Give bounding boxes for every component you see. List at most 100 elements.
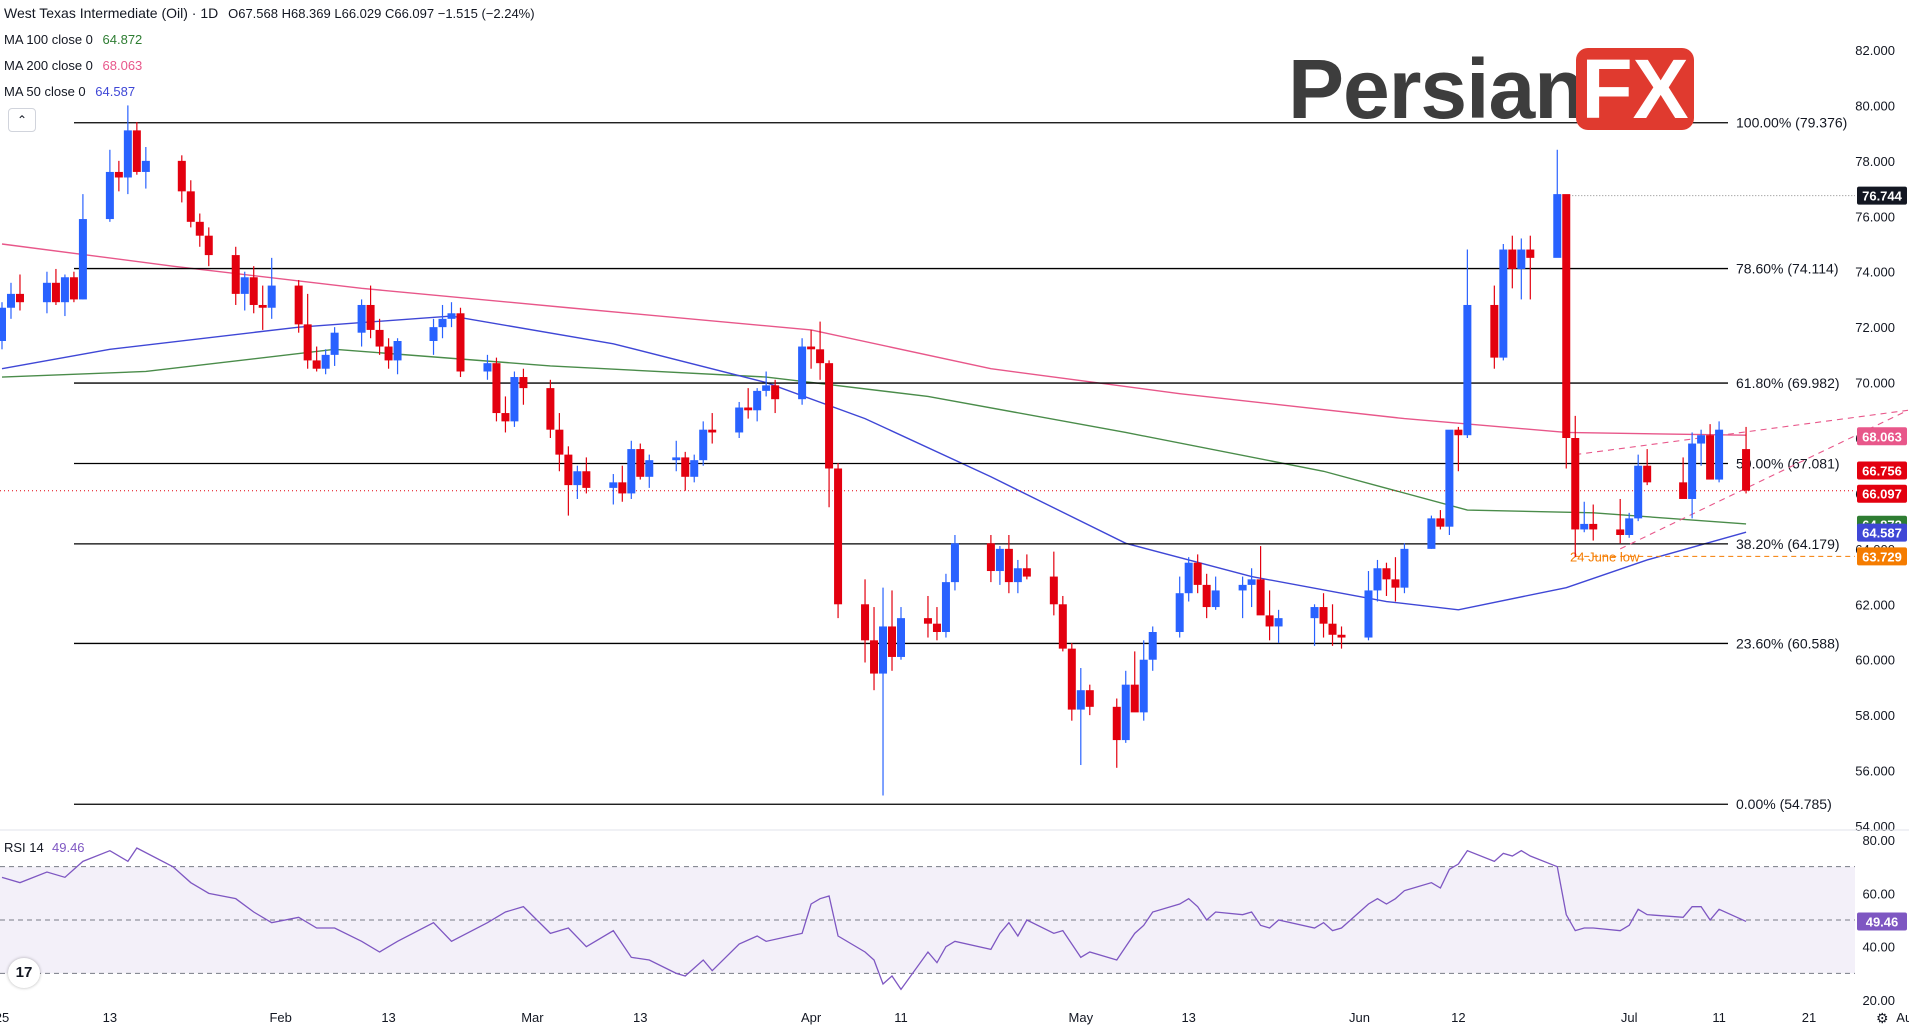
ma200-legend[interactable]: MA 200 close 0 68.063: [4, 58, 142, 73]
candle-body: [627, 449, 636, 494]
time-tick-label: 11: [1712, 1010, 1726, 1025]
candle-body: [1256, 579, 1265, 616]
candle-body: [708, 429, 717, 433]
rsi-tick-label: 40.00: [1862, 940, 1895, 955]
candle-body: [1265, 615, 1274, 627]
collapse-legend-button[interactable]: ⌃: [8, 108, 36, 132]
candle-body: [1211, 590, 1220, 608]
candle-body: [393, 341, 402, 361]
time-tick-label: Mar: [521, 1010, 544, 1025]
candle-body: [1490, 304, 1499, 358]
candle-body: [897, 618, 905, 657]
ma100-value: 64.872: [102, 32, 143, 47]
candle-body: [231, 255, 240, 294]
candle-body: [861, 604, 870, 641]
ma200-line: [1, 243, 1747, 436]
candle-body: [321, 354, 330, 369]
candle-body: [923, 618, 932, 624]
price-tick-label: 54.000: [1855, 819, 1895, 834]
candle-body: [1247, 579, 1256, 585]
candle-body: [312, 360, 321, 369]
candle-body: [123, 130, 132, 178]
candle-body: [330, 332, 339, 355]
price-tick-label: 76.000: [1855, 209, 1895, 224]
ma100-legend[interactable]: MA 100 close 0 64.872: [4, 32, 142, 47]
rsi-line: [1, 847, 1747, 991]
candle-body: [1517, 249, 1526, 269]
candle-body: [690, 460, 699, 477]
candle-body: [1445, 429, 1454, 527]
candle-body: [735, 407, 744, 433]
candle-body: [762, 385, 771, 391]
candle-body: [672, 457, 681, 461]
price-tick-label: 82.000: [1855, 43, 1895, 58]
time-tick-label: 12: [1451, 1010, 1465, 1025]
price-tick-label: 70.000: [1855, 376, 1895, 391]
fib-level-label: 78.60% (74.114): [1736, 261, 1838, 277]
price-badge-bg: [1857, 427, 1907, 446]
gear-icon[interactable]: ⚙: [1876, 1010, 1889, 1026]
candle-body: [1076, 690, 1085, 710]
candle-body: [1067, 648, 1076, 710]
candle-body: [888, 626, 897, 657]
candle-body: [546, 388, 555, 430]
candle-body: [1454, 429, 1463, 436]
candle-body: [204, 235, 213, 256]
symbol-title: West Texas Intermediate (Oil) · 1D: [4, 5, 219, 21]
candle-body: [995, 548, 1004, 572]
candle-body: [1049, 576, 1058, 605]
candle-body: [1688, 443, 1697, 499]
candle-body: [1112, 706, 1121, 741]
candle-body: [1400, 548, 1409, 588]
candle-body: [1121, 684, 1130, 741]
candle-body: [1499, 249, 1508, 358]
candle-body: [114, 171, 123, 178]
candle-body: [384, 346, 393, 361]
moving-average-lines: [1, 243, 1747, 611]
high-price-badge: 76.744: [1862, 189, 1903, 204]
candle-body: [1382, 568, 1391, 580]
time-tick-label: Jul: [1621, 1010, 1638, 1025]
fib-level-label: 38.20% (64.179): [1736, 536, 1840, 552]
ma50-legend[interactable]: MA 50 close 0 64.587: [4, 84, 135, 99]
price-badge-bg: [1857, 461, 1907, 480]
price-tick-label: 62.000: [1855, 597, 1895, 612]
candle-body: [618, 482, 627, 494]
candle-body: [42, 282, 51, 303]
candle-body: [1022, 568, 1031, 577]
fib-level-label: 0.00% (54.785): [1736, 796, 1832, 812]
price-badge-bg: [1857, 523, 1907, 542]
june-low-label: 24 June low: [1570, 549, 1640, 564]
candle-body: [519, 377, 528, 389]
ma50-value: 64.587: [95, 84, 136, 99]
time-tick-label: May: [1069, 1010, 1094, 1025]
candle-body: [1616, 529, 1625, 535]
candle-body: [1310, 607, 1319, 619]
candle-body: [1526, 249, 1535, 258]
candle-body: [1427, 518, 1436, 549]
candle-body: [267, 285, 276, 308]
candle-body: [932, 623, 941, 632]
candle-body: [366, 304, 375, 330]
ma50-label: MA 50 close 0: [4, 84, 86, 99]
tradingview-logo-icon[interactable]: 17: [8, 958, 40, 988]
candle-body: [303, 324, 312, 361]
candle-body: [186, 191, 195, 222]
price-badge: 68.063: [1862, 429, 1902, 444]
candle-body: [699, 429, 708, 461]
ma100-line: [1, 348, 1747, 525]
symbol-legend[interactable]: West Texas Intermediate (Oil) · 1D O67.5…: [4, 5, 535, 21]
price-tick-label: 60.000: [1855, 653, 1895, 668]
time-tick-label: 13: [1181, 1010, 1195, 1025]
candle-body: [1139, 659, 1148, 713]
price-tick-label: 72.000: [1855, 320, 1895, 335]
time-axis[interactable]: 2513Feb13Mar13Apr11May13Jun12Jul1121Aug9…: [0, 1010, 1909, 1025]
rsi-pane[interactable]: 80.00 60.00 40.00 20.00 RSI 14 49.46 49.46: [0, 829, 1909, 1008]
candle-body: [294, 285, 303, 325]
price-badge: 66.756: [1862, 463, 1902, 478]
candle-body: [816, 349, 825, 364]
time-tick-label: 25: [0, 1010, 9, 1025]
candle-body: [753, 390, 762, 411]
candle-body: [879, 626, 888, 674]
